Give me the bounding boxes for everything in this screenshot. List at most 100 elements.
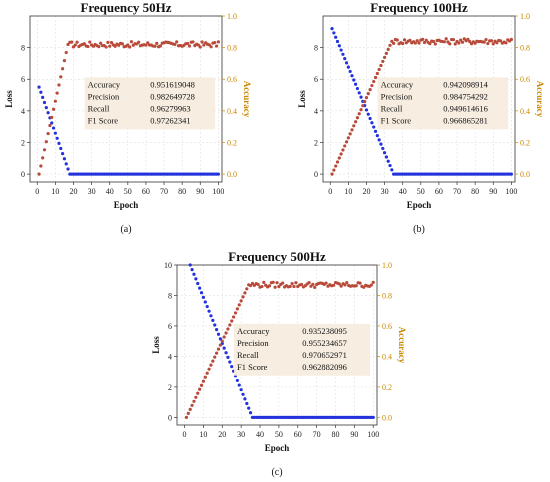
x-axis-label: Epoch [407, 200, 432, 210]
accuracy-point [46, 131, 50, 136]
accuracy-point [97, 45, 101, 49]
accuracy-point [401, 41, 405, 46]
x-tick-label: 0 [35, 187, 39, 196]
loss-point [37, 85, 41, 89]
accuracy-point [459, 38, 463, 42]
loss-point [198, 286, 202, 290]
loss-point [357, 91, 361, 95]
metric-label: F1 Score [237, 362, 268, 372]
accuracy-point [486, 41, 490, 46]
accuracy-point [390, 39, 394, 43]
accuracy-point [53, 99, 57, 103]
plot-frame [29, 15, 223, 183]
accuracy-point [369, 283, 373, 287]
loss-point [372, 125, 376, 129]
loss-point [42, 100, 47, 105]
panel-b: Frequency 100Hz 0 10 20 30 40 50 60 70 80 90 100 0 2 4… [297, 0, 545, 235]
accuracy-point [99, 41, 103, 45]
accuracy-point [382, 55, 387, 59]
accuracy-point [209, 363, 213, 367]
loss-point [377, 138, 381, 142]
accuracy-point [335, 160, 340, 164]
loss-point [375, 133, 379, 138]
accuracy-point [330, 172, 334, 176]
x-tick-label: 100 [505, 187, 517, 196]
y-tick-label: 8 [168, 291, 172, 300]
metric-value: 0.984754292 [443, 91, 488, 101]
accuracy-point [129, 40, 134, 44]
y2-tick-label: 1.0 [382, 261, 392, 270]
loss-point [194, 277, 198, 281]
x-tick-label: 50 [275, 430, 283, 439]
loss-point [332, 31, 336, 35]
x-tick-label: 20 [218, 430, 226, 439]
accuracy-point [220, 339, 224, 343]
accuracy-point [299, 282, 304, 287]
loss-point [226, 355, 230, 359]
accuracy-point [106, 40, 110, 44]
accuracy-point [200, 40, 204, 44]
y2-tick-label: 0.4 [382, 352, 392, 361]
loss-point [379, 142, 383, 146]
loss-point [350, 74, 354, 78]
accuracy-point [495, 41, 499, 45]
accuracy-point [73, 43, 77, 47]
accuracy-point [51, 107, 56, 111]
plot-frame [322, 15, 516, 183]
accuracy-point [137, 40, 141, 44]
accuracy-point [39, 164, 43, 168]
accuracy-point [214, 44, 219, 48]
x-tick-label: 90 [489, 187, 497, 196]
loss-point [343, 56, 347, 61]
x-tick-label: 70 [313, 430, 321, 439]
y2-tick-label: 0.2 [227, 138, 237, 147]
loss-point [199, 291, 204, 295]
loss-point [190, 268, 194, 272]
x-tick-label: 80 [178, 187, 186, 196]
accuracy-point [222, 335, 226, 339]
y2-tick-label: 0.6 [520, 75, 530, 84]
loss-point [334, 35, 338, 39]
accuracy-point [431, 39, 436, 44]
loss-point [207, 309, 211, 313]
accuracy-point [243, 291, 247, 295]
panel-caption: (a) [120, 224, 131, 235]
accuracy-point [386, 47, 390, 51]
accuracy-point [218, 343, 222, 347]
accuracy-point [417, 41, 421, 45]
loss-point [215, 328, 219, 332]
y2-tick-label: 0.4 [227, 107, 237, 116]
loss-point [388, 163, 392, 168]
loss-point [46, 111, 50, 115]
accuracy-point [358, 281, 362, 285]
accuracy-point [339, 152, 343, 156]
metric-label: Precision [88, 91, 120, 101]
accuracy-point [203, 375, 207, 379]
accuracy-point [158, 44, 163, 48]
loss-point [352, 78, 356, 82]
accuracy-point [354, 284, 358, 288]
y2-tick-label: 0.8 [382, 291, 392, 300]
x-tick-label: 60 [142, 187, 150, 196]
accuracy-point [442, 40, 446, 44]
metrics-table-bg [377, 77, 509, 130]
accuracy-point [48, 123, 52, 128]
x-tick-label: 10 [344, 187, 352, 196]
y-axis-label: Loss [4, 90, 14, 108]
x-tick-label: 90 [350, 430, 358, 439]
loss-point [245, 401, 249, 406]
x-tick-label: 20 [69, 187, 77, 196]
accuracy-point [372, 79, 376, 84]
x-tick-label: 30 [381, 187, 389, 196]
y2-tick-label: 0.6 [227, 75, 237, 84]
accuracy-point [345, 281, 349, 285]
accuracy-point [428, 42, 432, 46]
loss-point [366, 112, 370, 116]
accuracy-point [451, 37, 456, 42]
loss-point [370, 121, 374, 125]
accuracy-point [70, 40, 74, 44]
loss-point [61, 152, 65, 156]
accuracy-point [213, 355, 217, 359]
accuracy-point [388, 43, 392, 47]
loss-point [239, 388, 243, 392]
